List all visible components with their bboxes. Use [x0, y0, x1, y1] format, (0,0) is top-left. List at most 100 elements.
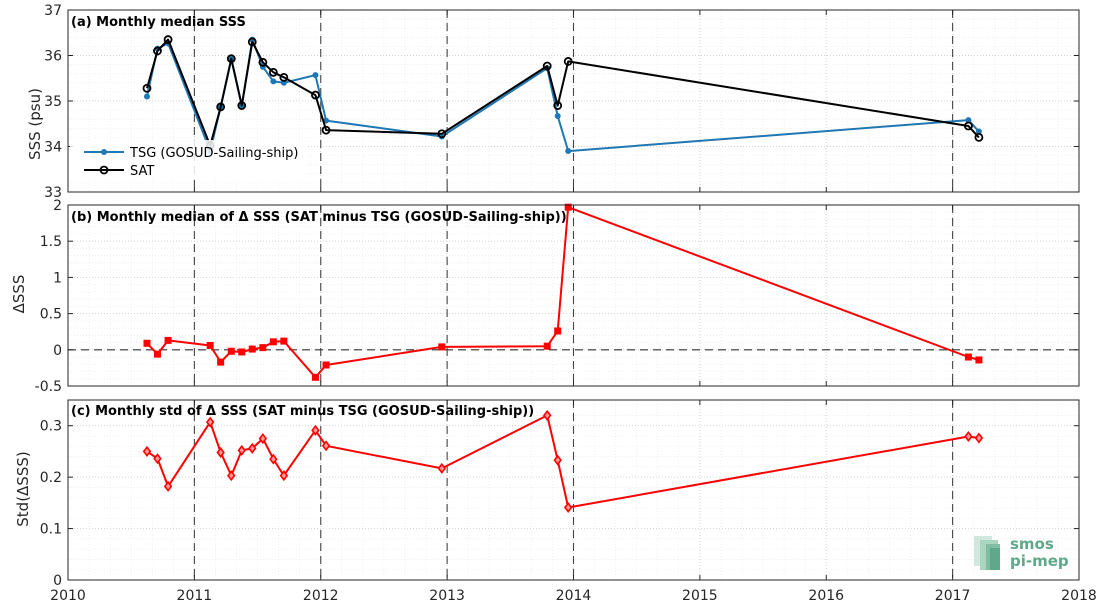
x-tick-label: 2015	[682, 588, 718, 604]
year-dividers-c	[193, 400, 954, 580]
legend-sat-marker	[99, 165, 109, 175]
year-dividers-a	[193, 10, 954, 192]
data-point	[227, 347, 235, 355]
y-tick-label: 0	[53, 573, 62, 589]
data-point	[269, 338, 277, 346]
data-point	[153, 453, 162, 465]
data-point	[247, 37, 257, 47]
data-point	[227, 470, 236, 482]
data-point	[270, 78, 277, 85]
y-tick-label: 1.5	[40, 234, 62, 250]
y-tick-label: 34	[44, 140, 62, 156]
x-ticks-c: 2010 2011 2012 2013 2014 2015 2016 2017 2018	[50, 588, 1097, 604]
y-tick-label: 0.1	[40, 522, 62, 538]
data-point	[311, 373, 319, 381]
x-tick-label: 2014	[556, 588, 592, 604]
data-point	[311, 90, 320, 100]
data-point	[164, 336, 172, 344]
data-point	[974, 132, 984, 142]
data-point	[974, 432, 984, 444]
y-axis-title-c: Std(ΔSSS)	[14, 451, 32, 526]
legend-tsg-marker	[101, 149, 107, 155]
data-point	[437, 129, 447, 139]
y-tick-label: 0.5	[40, 307, 62, 323]
legend-tsg-label: TSG (GOSUD-Sailing-ship)	[129, 146, 298, 161]
data-point	[163, 480, 173, 492]
data-point	[258, 57, 268, 67]
x-tick-label: 2013	[429, 588, 465, 604]
y-tick-label: 36	[44, 49, 62, 65]
data-point	[964, 353, 972, 361]
data-point	[553, 101, 563, 110]
data-point	[280, 337, 288, 345]
data-point	[216, 446, 225, 458]
data-point	[248, 442, 257, 454]
smos-pimep-logo: smos pi-mep	[974, 535, 1069, 570]
x-tick-label: 2012	[303, 588, 339, 604]
y-tick-label: 0.2	[40, 470, 62, 486]
x-tick-label: 2016	[808, 588, 844, 604]
data-point	[153, 350, 161, 358]
data-point	[258, 433, 268, 445]
logo-line2: pi-mep	[1010, 552, 1069, 570]
data-point	[312, 72, 319, 79]
logo-icon	[974, 536, 1000, 570]
legend-sat-label: SAT	[130, 164, 154, 179]
data-point	[163, 35, 173, 44]
logo-line1: smos	[1010, 535, 1054, 553]
data-point	[269, 453, 278, 465]
data-point	[437, 462, 447, 474]
panel-title-b: (b) Monthly median of Δ SSS (SAT minus T…	[71, 210, 567, 225]
data-point	[268, 67, 278, 77]
series-c	[142, 409, 984, 514]
y-ticks-a: 33 34 35 36 37	[44, 3, 1080, 201]
y-tick-label: 2	[53, 198, 62, 214]
data-point	[565, 148, 572, 155]
y-tick-label: 33	[44, 185, 62, 201]
y-tick-label: 0.3	[40, 419, 62, 435]
data-point	[279, 72, 289, 82]
legend-box	[70, 140, 308, 180]
data-point	[554, 113, 561, 120]
data-point	[964, 430, 973, 443]
y-tick-label: -0.5	[35, 379, 62, 395]
data-point	[143, 93, 150, 100]
data-point	[205, 416, 215, 428]
panel-c: 00.10.20.3 2010 2011 2012 2013 2014 2015 2016 2…	[14, 399, 1097, 604]
data-point	[563, 501, 573, 514]
data-point	[259, 344, 267, 352]
panel-a: 33 34 35 36 37 SSS (psu) (a) Monthly median …	[26, 3, 1080, 201]
panel-title-c: (c) Monthly std of Δ SSS (SAT minus TSG …	[71, 404, 534, 419]
data-point	[543, 409, 552, 421]
x-tick-label: 2010	[50, 588, 86, 604]
data-point	[226, 54, 236, 64]
x-tick-label: 2011	[177, 588, 213, 604]
data-point	[153, 46, 162, 56]
data-point	[964, 121, 973, 131]
data-point	[311, 424, 320, 436]
panel-title-a: (a) Monthly median SSS	[71, 15, 246, 30]
data-point	[321, 125, 331, 135]
data-point	[143, 339, 151, 347]
y-axis-title-a: SSS (psu)	[26, 88, 44, 160]
data-point	[563, 57, 573, 66]
data-point	[564, 203, 572, 211]
data-point	[279, 470, 289, 482]
y-ticks-c: 0 0.1 0.2 0.3	[40, 400, 1080, 589]
x-tick-label: 2017	[935, 588, 971, 604]
data-point	[248, 345, 256, 353]
data-point	[975, 128, 982, 135]
data-point	[543, 342, 551, 350]
year-dividers-b	[193, 205, 954, 386]
data-point	[237, 444, 246, 456]
data-point	[238, 348, 246, 356]
legend-a: TSG (GOSUD-Sailing-ship) SAT	[70, 140, 308, 180]
y-axis-title-b: ΔSSS	[10, 275, 28, 314]
data-point	[142, 83, 152, 93]
data-point	[321, 440, 331, 452]
x-tick-label: 2018	[1061, 588, 1097, 604]
series-b	[143, 203, 983, 381]
y-tick-label: 0	[53, 343, 62, 359]
data-point	[217, 358, 225, 366]
